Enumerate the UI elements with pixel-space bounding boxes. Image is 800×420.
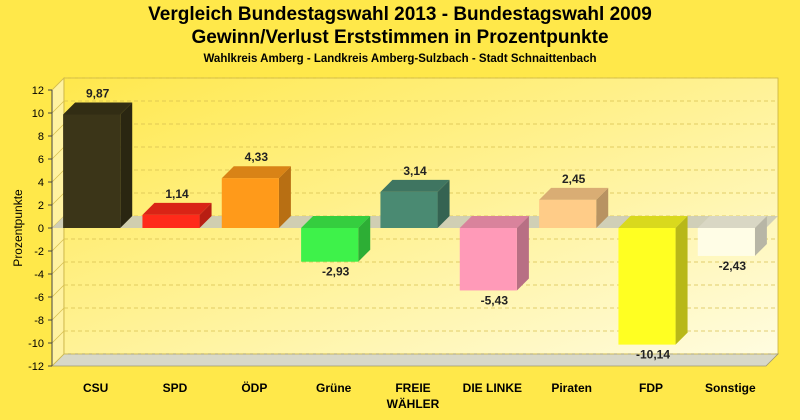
bar-front bbox=[618, 228, 676, 345]
bar-top bbox=[697, 216, 767, 228]
bar-front bbox=[63, 114, 121, 228]
bar-side bbox=[516, 216, 529, 291]
y-tick-label: 4 bbox=[38, 177, 44, 189]
bar-top bbox=[221, 166, 291, 179]
y-tick-label: 12 bbox=[32, 85, 44, 97]
bar-top bbox=[301, 216, 371, 228]
y-tick-label: -8 bbox=[34, 315, 44, 327]
y-tick-label: 10 bbox=[32, 108, 44, 120]
bar-grüne: -2,93 bbox=[301, 216, 371, 279]
chart-subtitle: Wahlkreis Amberg - Landkreis Amberg-Sulz… bbox=[203, 53, 597, 65]
data-label: 9,87 bbox=[86, 86, 110, 100]
bar-csu: 9,87 bbox=[63, 86, 133, 228]
gridline-side bbox=[51, 100, 65, 114]
bar-front bbox=[221, 178, 279, 228]
bar-side bbox=[199, 202, 212, 228]
data-label: -10,14 bbox=[636, 348, 670, 362]
bar-ödp: 4,33 bbox=[221, 150, 291, 228]
x-tick-label: FDP bbox=[639, 381, 663, 395]
gridline-side bbox=[51, 330, 65, 344]
gridline-side bbox=[51, 123, 65, 137]
bar-sonstige: -2,43 bbox=[697, 216, 767, 273]
bar-freie-wähler: 3,14 bbox=[380, 164, 450, 228]
bar-top bbox=[142, 202, 212, 215]
y-tick-label: 8 bbox=[38, 131, 44, 143]
data-label: -2,93 bbox=[322, 265, 350, 279]
bar-front bbox=[380, 191, 438, 228]
bar-front bbox=[539, 199, 597, 228]
y-tick-label: 0 bbox=[38, 223, 44, 235]
bar-side bbox=[754, 216, 767, 256]
bar-side bbox=[675, 216, 688, 345]
bar-side bbox=[278, 166, 291, 228]
bar-die-linke: -5,43 bbox=[459, 216, 529, 307]
bar-front bbox=[301, 228, 359, 262]
bar-spd: 1,14 bbox=[142, 187, 212, 228]
gridline-side bbox=[51, 146, 65, 160]
y-tick-label: -4 bbox=[34, 269, 44, 281]
bar-top bbox=[459, 216, 529, 228]
y-tick-label: 2 bbox=[38, 200, 44, 212]
bar-top bbox=[618, 216, 688, 228]
bar-side bbox=[437, 179, 450, 228]
gridline-side bbox=[51, 307, 65, 321]
y-tick-label: -2 bbox=[34, 246, 44, 258]
x-axis-label: WÄHLER bbox=[387, 396, 440, 411]
x-tick-label: FREIE bbox=[395, 381, 430, 395]
x-tick-label: SPD bbox=[163, 381, 188, 395]
bar-side bbox=[596, 187, 609, 228]
bar-front bbox=[697, 228, 755, 256]
gridline-side bbox=[51, 169, 65, 183]
x-tick-label: DIE LINKE bbox=[463, 381, 522, 395]
data-label: -2,43 bbox=[719, 259, 747, 273]
data-label: 3,14 bbox=[403, 164, 427, 178]
bar-side bbox=[120, 102, 133, 228]
bar-top bbox=[63, 102, 133, 115]
bar-piraten: 2,45 bbox=[539, 172, 609, 228]
gridline-side bbox=[51, 353, 65, 367]
gridline-side bbox=[51, 284, 65, 298]
x-tick-label: Sonstige bbox=[705, 381, 756, 395]
y-tick-label: -6 bbox=[34, 292, 44, 304]
bar-top bbox=[539, 187, 609, 200]
y-axis-label: Prozentpunkte bbox=[11, 189, 25, 267]
data-label: 2,45 bbox=[562, 172, 586, 186]
x-tick-label: CSU bbox=[83, 381, 108, 395]
x-tick-label: Piraten bbox=[551, 381, 592, 395]
data-label: 1,14 bbox=[165, 187, 189, 201]
y-tick-label: 6 bbox=[38, 154, 44, 166]
x-tick-label: ÖDP bbox=[241, 380, 267, 395]
y-tick-label: -12 bbox=[28, 361, 44, 373]
data-label: -5,43 bbox=[481, 293, 509, 307]
gridline-side bbox=[51, 77, 65, 91]
bar-fdp: -10,14 bbox=[618, 216, 688, 362]
chart-title-line1: Vergleich Bundestagswahl 2013 - Bundesta… bbox=[148, 4, 652, 25]
chart-title-line2: Gewinn/Verlust Erststimmen in Prozentpun… bbox=[191, 27, 609, 48]
gridline-side bbox=[51, 238, 65, 252]
bar-front bbox=[142, 214, 200, 228]
x-tick-label: Grüne bbox=[316, 381, 352, 395]
bar-front bbox=[459, 228, 517, 291]
y-tick-label: -10 bbox=[28, 338, 44, 350]
gridline-side bbox=[51, 192, 65, 206]
bar-top bbox=[380, 179, 450, 192]
gridline-side bbox=[51, 261, 65, 275]
bar-side bbox=[358, 216, 371, 262]
data-label: 4,33 bbox=[245, 150, 269, 164]
